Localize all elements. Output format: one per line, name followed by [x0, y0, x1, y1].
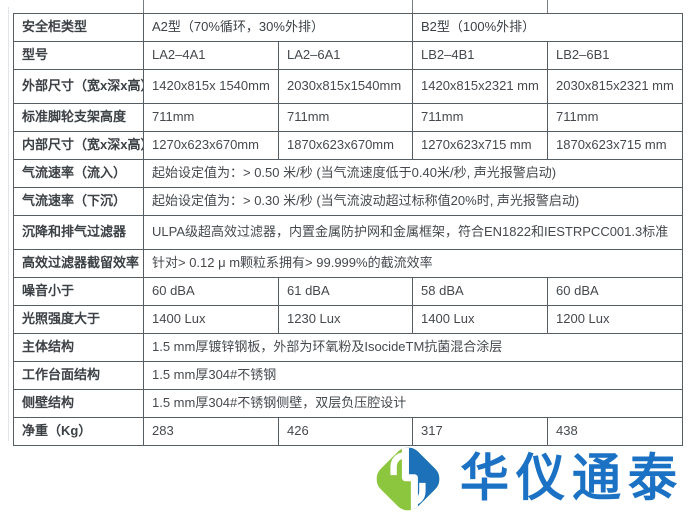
model-cell: LA2–4A1	[143, 41, 279, 70]
noise-cell: 60 dBA	[547, 277, 684, 306]
table-row: 安全柜类型 A2型（70%循环，30%外排） B2型（100%外排）	[13, 13, 684, 42]
caster-height-cell: 711mm	[412, 103, 549, 132]
table-row: 工作台面结构 1.5 mm厚304#不锈钢	[13, 361, 684, 390]
illumination-cell: 1400 Lux	[143, 305, 279, 334]
table-row: 主体结构 1.5 mm厚镀锌钢板，外部为环氧粉及IsocideTM抗菌混合涂层	[13, 333, 684, 362]
row-label-illumination: 光照强度大于	[13, 305, 144, 334]
brand-logo-icon	[376, 447, 440, 511]
internal-size-cell: 1270x623x670mm	[143, 131, 279, 160]
caster-height-cell: 711mm	[277, 103, 414, 132]
page-left-guide-line	[8, 7, 9, 441]
table-top-border-stub	[412, 0, 413, 14]
airflow-inflow-value: 起始设定值为：> 0.50 米/秒 (当气流速度低于0.40米/秒, 声光报警启…	[142, 159, 684, 188]
internal-size-cell: 1270x623x715 mm	[412, 131, 549, 160]
noise-cell: 60 dBA	[143, 277, 279, 306]
brand-logo: 华仪通泰	[376, 440, 688, 518]
row-label-airflow-downflow: 气流速率（下沉）	[13, 187, 144, 216]
net-weight-cell: 438	[547, 417, 684, 446]
table-row: 标准脚轮支架高度 711mm 711mm 711mm 711mm	[13, 103, 684, 132]
table-row: 气流速率（流入） 起始设定值为：> 0.50 米/秒 (当气流速度低于0.40米…	[13, 159, 684, 188]
table-top-border-stub	[143, 0, 144, 14]
a2-type-header: A2型（70%循环，30%外排）	[142, 13, 414, 42]
model-cell: LB2–4B1	[412, 41, 549, 70]
worktop-structure-value: 1.5 mm厚304#不锈钢	[142, 361, 684, 390]
illumination-cell: 1200 Lux	[547, 305, 684, 334]
row-label-model: 型号	[13, 41, 144, 70]
row-label-airflow-inflow: 气流速率（流入）	[13, 159, 144, 188]
table-top-border-stub	[547, 0, 548, 14]
illumination-cell: 1230 Lux	[277, 305, 414, 334]
net-weight-cell: 426	[277, 417, 414, 446]
model-cell: LB2–6B1	[547, 41, 684, 70]
row-label-filter-efficiency: 高效过滤器截留效率	[13, 249, 144, 278]
row-label-sidewall-structure: 侧壁结构	[13, 389, 144, 418]
table-row: 气流速率（下沉） 起始设定值为：> 0.30 米/秒 (当气流波动超过标称值20…	[13, 187, 684, 216]
table-row: 高效过滤器截留效率 针对> 0.12 μ m颗粒系拥有> 99.999%的截流效…	[13, 249, 684, 278]
sidewall-structure-value: 1.5 mm厚304#不锈钢侧壁，双层负压腔设计	[142, 389, 684, 418]
row-label-external-size: 外部尺寸（宽x深x高）	[13, 69, 144, 104]
table-row: 净重（Kg） 283 426 317 438	[13, 417, 684, 446]
spec-table: 安全柜类型 A2型（70%循环，30%外排） B2型（100%外排） 型号 LA…	[13, 13, 684, 446]
noise-cell: 58 dBA	[412, 277, 549, 306]
noise-cell: 61 dBA	[277, 277, 414, 306]
filter-efficiency-value: 针对> 0.12 μ m颗粒系拥有> 99.999%的截流效率	[142, 249, 684, 278]
airflow-downflow-value: 起始设定值为：> 0.30 米/秒 (当气流波动超过标称值20%时, 声光报警启…	[142, 187, 684, 216]
row-label-worktop-structure: 工作台面结构	[13, 361, 144, 390]
model-cell: LA2–6A1	[277, 41, 414, 70]
net-weight-cell: 283	[143, 417, 279, 446]
row-label-filters: 沉降和排气过滤器	[13, 215, 144, 250]
row-label-main-structure: 主体结构	[13, 333, 144, 362]
external-size-cell: 1420x815x 1540mm	[143, 69, 279, 104]
caster-height-cell: 711mm	[547, 103, 684, 132]
table-row: 外部尺寸（宽x深x高） 1420x815x 1540mm 2030x815x15…	[13, 69, 684, 104]
brand-logo-text: 华仪通泰	[460, 450, 685, 507]
external-size-cell: 2030x815x1540mm	[277, 69, 414, 104]
internal-size-cell: 1870x623x670mm	[277, 131, 414, 160]
caster-height-cell: 711mm	[143, 103, 279, 132]
row-label-caster-height: 标准脚轮支架高度	[13, 103, 144, 132]
illumination-cell: 1400 Lux	[412, 305, 549, 334]
row-label-cabinet-type: 安全柜类型	[13, 13, 144, 42]
table-row: 内部尺寸（宽x深x高） 1270x623x670mm 1870x623x670m…	[13, 131, 684, 160]
table-row: 侧壁结构 1.5 mm厚304#不锈钢侧壁，双层负压腔设计	[13, 389, 684, 418]
filters-value: ULPA级超高效过滤器，内置金属防护网和金属框架，符合EN1822和IESTRP…	[142, 215, 684, 250]
row-label-internal-size: 内部尺寸（宽x深x高）	[13, 131, 144, 160]
internal-size-cell: 1870x623x715 mm	[547, 131, 684, 160]
main-structure-value: 1.5 mm厚镀锌钢板，外部为环氧粉及IsocideTM抗菌混合涂层	[142, 333, 684, 362]
table-row: 噪音小于 60 dBA 61 dBA 58 dBA 60 dBA	[13, 277, 684, 306]
table-row: 光照强度大于 1400 Lux 1230 Lux 1400 Lux 1200 L…	[13, 305, 684, 334]
net-weight-cell: 317	[412, 417, 549, 446]
row-label-net-weight: 净重（Kg）	[13, 417, 144, 446]
b2-type-header: B2型（100%外排）	[412, 13, 684, 42]
table-row: 型号 LA2–4A1 LA2–6A1 LB2–4B1 LB2–6B1	[13, 41, 684, 70]
table-row: 沉降和排气过滤器 ULPA级超高效过滤器，内置金属防护网和金属框架，符合EN18…	[13, 215, 684, 250]
external-size-cell: 1420x815x2321 mm	[412, 69, 549, 104]
external-size-cell: 2030x815x2321 mm	[547, 69, 684, 104]
row-label-noise: 噪音小于	[13, 277, 144, 306]
